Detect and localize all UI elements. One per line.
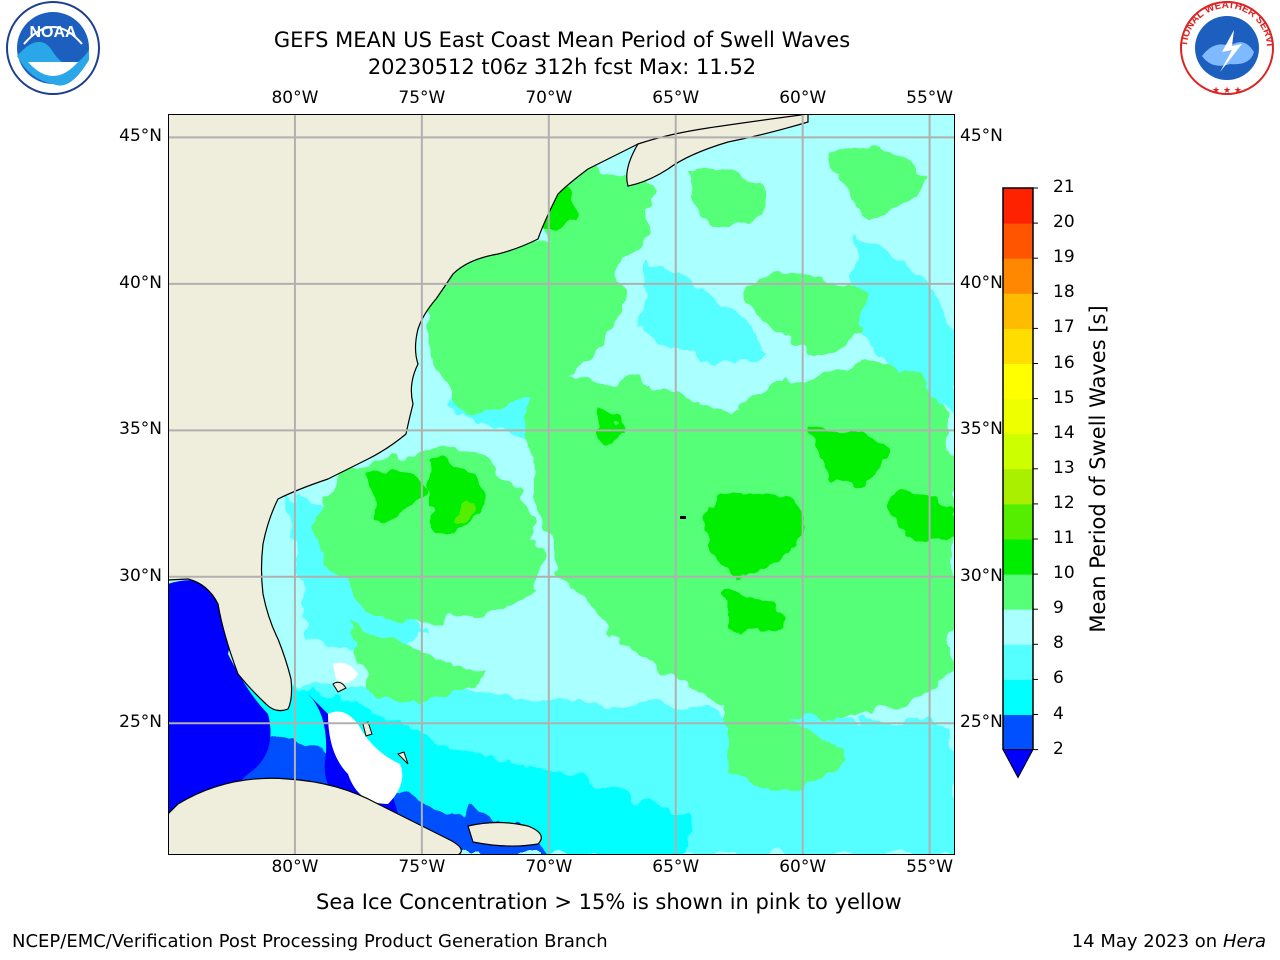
svg-text:NOAA: NOAA xyxy=(29,24,77,41)
lat-tick-left: 35°N xyxy=(119,419,162,440)
lon-tick-bottom: 80°W xyxy=(271,857,319,877)
land-nova-scotia xyxy=(626,114,809,187)
sea-ice-note: Sea Ice Concentration > 15% is shown in … xyxy=(316,890,902,914)
colorbar-segment xyxy=(1003,644,1033,680)
colorbar-segment xyxy=(1003,539,1033,575)
colorbar-tick-label: 6 xyxy=(1053,668,1064,689)
lat-tick-left: 45°N xyxy=(119,126,162,147)
lon-tick-top: 60°W xyxy=(779,88,827,108)
colorbar-tick-label: 12 xyxy=(1053,492,1075,513)
footer-machine: Hera xyxy=(1222,931,1266,952)
colorbar-segment xyxy=(1003,398,1033,435)
colorbar-segment xyxy=(1003,714,1033,751)
lon-tick-bottom: 75°W xyxy=(398,857,446,877)
lon-tick-bottom: 55°W xyxy=(906,857,954,877)
noaa-logo: NOAA xyxy=(0,0,106,100)
colorbar-segment xyxy=(1003,609,1033,645)
lat-tick-right: 45°N xyxy=(960,126,1003,147)
footer-date: 14 May 2023 on xyxy=(1071,931,1218,952)
lat-tick-right: 25°N xyxy=(960,712,1003,733)
colorbar-tick-label: 14 xyxy=(1053,422,1075,443)
colorbar-segment xyxy=(1003,503,1033,540)
colorbar-segment xyxy=(1003,363,1033,400)
chart-title: GEFS MEAN US East Coast Mean Period of S… xyxy=(273,28,851,52)
colorbar-segment xyxy=(1003,223,1033,259)
colorbar-segment xyxy=(1003,293,1033,329)
colorbar-extend-triangle xyxy=(1002,749,1034,779)
colorbar-segment xyxy=(1003,468,1033,505)
lon-tick-top: 65°W xyxy=(652,88,700,108)
colorbar-tick-label: 11 xyxy=(1053,528,1075,548)
map-panel xyxy=(168,114,955,855)
lon-tick-bottom: 65°W xyxy=(652,857,700,877)
gulf-region xyxy=(168,580,271,814)
lon-tick-top: 55°W xyxy=(906,88,954,108)
colorbar-segment xyxy=(1003,188,1033,224)
colorbar-tick-label: 13 xyxy=(1053,457,1075,478)
colorbar-tick-label: 8 xyxy=(1053,633,1064,654)
lat-tick-right: 40°N xyxy=(960,272,1003,293)
bahamas-banks xyxy=(328,711,403,804)
land-north-america xyxy=(168,114,809,712)
colorbar-tick-label: 20 xyxy=(1053,212,1075,233)
chart-subtitle: 20230512 t06z 312h fcst Max: 11.52 xyxy=(367,55,757,79)
colorbar-tick-label: 21 xyxy=(1053,177,1075,197)
lon-tick-top: 80°W xyxy=(271,88,319,108)
svg-text:★ ★ ★: ★ ★ ★ xyxy=(1212,86,1242,96)
lat-tick-left: 25°N xyxy=(119,712,162,733)
graticule xyxy=(168,114,955,855)
colorbar-tick-label: 15 xyxy=(1053,387,1075,408)
lon-tick-bottom: 70°W xyxy=(525,857,573,877)
colorbar-tick-label: 10 xyxy=(1053,563,1075,584)
colorbar-segment xyxy=(1003,258,1033,294)
footer-right: 14 May 2023 on Hera xyxy=(1072,931,1266,952)
land-cuba xyxy=(168,777,462,855)
colorbar-tick-label: 9 xyxy=(1053,598,1064,619)
colorbar-tick-label: 4 xyxy=(1053,703,1064,724)
colorbar-segment xyxy=(1003,574,1033,610)
colorbar-tick-label: 2 xyxy=(1053,738,1064,759)
land-hispaniola xyxy=(467,821,542,847)
lon-tick-top: 70°W xyxy=(525,88,573,108)
lat-tick-left: 30°N xyxy=(119,565,162,586)
colorbar xyxy=(1000,186,1040,786)
colorbar-segment xyxy=(1003,433,1033,470)
colorbar-tick-label: 18 xyxy=(1053,282,1075,303)
colorbar-segment xyxy=(1003,328,1033,364)
lon-tick-top: 75°W xyxy=(398,88,446,108)
colorbar-label: Mean Period of Swell Waves [s] xyxy=(1086,305,1110,633)
nws-logo: NATIONAL WEATHER SERVICE ★ ★ ★ xyxy=(1174,0,1280,100)
lat-tick-right: 35°N xyxy=(960,419,1003,440)
colorbar-tick-label: 16 xyxy=(1053,352,1075,373)
lat-tick-right: 30°N xyxy=(960,565,1003,586)
footer-left: NCEP/EMC/Verification Post Processing Pr… xyxy=(12,931,608,952)
lon-tick-bottom: 60°W xyxy=(779,857,827,877)
colorbar-tick-label: 19 xyxy=(1053,247,1075,268)
lat-tick-left: 40°N xyxy=(119,272,162,293)
bermuda xyxy=(680,516,686,519)
colorbar-segment xyxy=(1003,679,1033,715)
colorbar-tick-label: 17 xyxy=(1053,317,1075,338)
